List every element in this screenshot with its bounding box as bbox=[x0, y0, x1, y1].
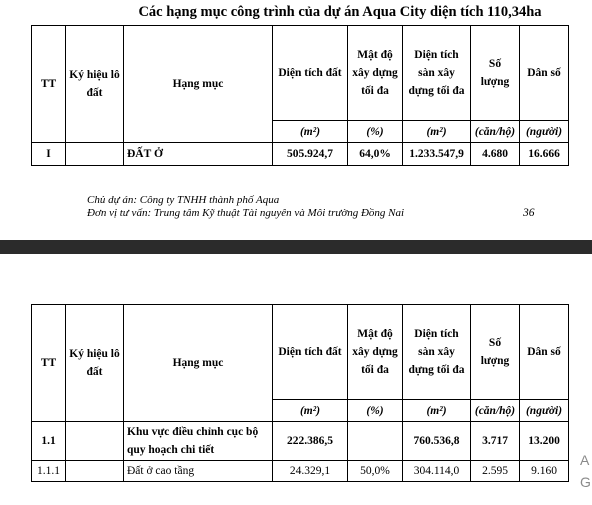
project-items-table: TT Ký hiệu lô đất Hạng mục Diện tích đất… bbox=[31, 25, 569, 166]
page-number: 36 bbox=[523, 207, 535, 219]
cell-hang-muc: Đất ở cao tầng bbox=[123, 460, 273, 482]
header-so-luong: Số lượng bbox=[470, 304, 520, 400]
cell-ky-hieu bbox=[65, 460, 124, 482]
header-ky-hieu: Ký hiệu lô đất bbox=[65, 25, 124, 143]
cell-mat-do: 64,0% bbox=[347, 142, 403, 166]
cell-tt: 1.1.1 bbox=[31, 460, 66, 482]
overlay-glyph-g: G bbox=[580, 474, 591, 490]
header-dien-tich-san: Diện tích sàn xây dựng tối đa bbox=[402, 25, 471, 121]
header-mat-do: Mật độ xây dựng tối đa bbox=[347, 25, 403, 121]
document-page-bottom: TT Ký hiệu lô đất Hạng mục Diện tích đất… bbox=[0, 254, 592, 505]
unit-mat-do: (%) bbox=[347, 399, 403, 422]
header-so-luong: Số lượng bbox=[470, 25, 520, 121]
table-row: 1.1 Khu vực điều chỉnh cục bộ quy hoạch … bbox=[31, 421, 569, 461]
cell-dien-tich-san: 760.536,8 bbox=[402, 421, 471, 461]
cell-mat-do bbox=[347, 421, 403, 461]
cell-so-luong: 2.595 bbox=[470, 460, 520, 482]
cell-dan-so: 9.160 bbox=[519, 460, 569, 482]
cell-dan-so: 16.666 bbox=[519, 142, 569, 166]
page-separator bbox=[0, 240, 592, 254]
unit-dien-tich-san: (m²) bbox=[402, 120, 471, 143]
table-row: 1.1.1 Đất ở cao tầng 24.329,1 50,0% 304.… bbox=[31, 460, 569, 482]
table-title: Các hạng mục công trình của dự án Aqua C… bbox=[138, 4, 542, 20]
cell-hang-muc: ĐẤT Ở bbox=[123, 142, 273, 166]
header-hang-muc: Hạng mục bbox=[123, 304, 273, 422]
header-tt: TT bbox=[31, 25, 66, 143]
table-row: I ĐẤT Ở 505.924,7 64,0% 1.233.547,9 4.68… bbox=[31, 142, 569, 166]
footer-consultant: Đơn vị tư vấn: Trung tâm Kỹ thuật Tài ng… bbox=[87, 207, 405, 219]
unit-dan-so: (người) bbox=[519, 120, 569, 143]
footer-owner: Chủ dự án: Công ty TNHH thành phố Aqua bbox=[87, 194, 280, 206]
header-dan-so: Dân số bbox=[519, 304, 569, 400]
unit-dien-tich-san: (m²) bbox=[402, 399, 471, 422]
cell-tt: 1.1 bbox=[31, 421, 66, 461]
units-row: (m²) (%) (m²) (căn/hộ) (người) bbox=[32, 399, 569, 422]
cell-dien-tich: 24.329,1 bbox=[272, 460, 348, 482]
document-page-top: Các hạng mục công trình của dự án Aqua C… bbox=[0, 0, 592, 240]
header-tt: TT bbox=[31, 304, 66, 422]
cell-dien-tich-san: 1.233.547,9 bbox=[402, 142, 471, 166]
unit-so-luong: (căn/hộ) bbox=[470, 120, 520, 143]
cell-dien-tich: 505.924,7 bbox=[272, 142, 348, 166]
header-dien-tich: Diện tích đất bbox=[272, 25, 348, 121]
cell-so-luong: 3.717 bbox=[470, 421, 520, 461]
cell-hang-muc: Khu vực điều chỉnh cục bộ quy hoạch chi … bbox=[123, 421, 273, 461]
units-row: (m²) (%) (m²) (căn/hộ) (người) bbox=[32, 120, 569, 143]
cell-ky-hieu bbox=[65, 142, 124, 166]
cell-dien-tich: 222.386,5 bbox=[272, 421, 348, 461]
header-row: TT Ký hiệu lô đất Hạng mục Diện tích đất… bbox=[31, 304, 569, 422]
cell-tt: I bbox=[31, 142, 66, 166]
unit-dien-tich: (m²) bbox=[272, 399, 348, 422]
cell-dan-so: 13.200 bbox=[519, 421, 569, 461]
header-dan-so: Dân số bbox=[519, 25, 569, 121]
header-mat-do: Mật độ xây dựng tối đa bbox=[347, 304, 403, 400]
overlay-glyph-a: A bbox=[580, 452, 590, 468]
unit-mat-do: (%) bbox=[347, 120, 403, 143]
header-ky-hieu: Ký hiệu lô đất bbox=[65, 304, 124, 422]
unit-dan-so: (người) bbox=[519, 399, 569, 422]
cell-so-luong: 4.680 bbox=[470, 142, 520, 166]
cell-dien-tich-san: 304.114,0 bbox=[402, 460, 471, 482]
cell-mat-do: 50,0% bbox=[347, 460, 403, 482]
project-items-table-continued: TT Ký hiệu lô đất Hạng mục Diện tích đất… bbox=[31, 304, 569, 482]
header-row: TT Ký hiệu lô đất Hạng mục Diện tích đất… bbox=[31, 25, 569, 143]
header-dien-tich-san: Diện tích sàn xây dựng tối đa bbox=[402, 304, 471, 400]
header-hang-muc: Hạng mục bbox=[123, 25, 273, 143]
header-dien-tich: Diện tích đất bbox=[272, 304, 348, 400]
unit-dien-tich: (m²) bbox=[272, 120, 348, 143]
cell-ky-hieu bbox=[65, 421, 124, 461]
unit-so-luong: (căn/hộ) bbox=[470, 399, 520, 422]
